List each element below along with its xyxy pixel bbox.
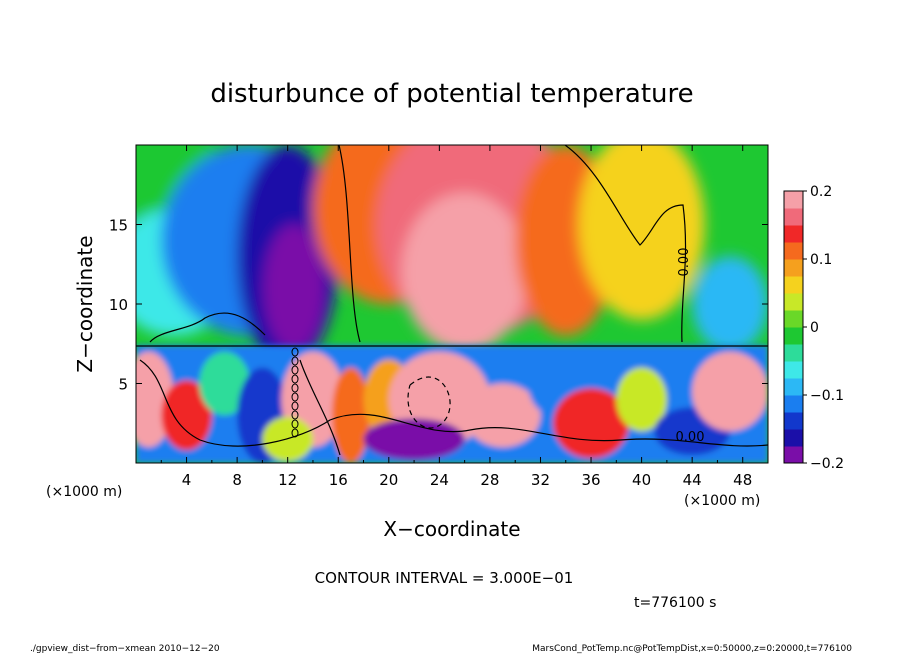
colorbar-tick-label: −0.2 (810, 456, 844, 472)
footer-right: MarsCond_PotTemp.nc@PotTempDist,x=0:5000… (532, 644, 852, 654)
colorbar-segment (784, 378, 803, 396)
colorbar-segment (784, 225, 803, 243)
time-text: t=776100 s (634, 595, 716, 611)
contour-lines (136, 145, 768, 456)
y-tick-label: 5 (118, 376, 128, 394)
colorbar-segment (784, 344, 803, 362)
contour-ring (291, 365, 299, 375)
x-tick-label: 16 (329, 471, 348, 489)
x-tick-label: 44 (683, 471, 702, 489)
colorbar-segment (784, 208, 803, 226)
x-tick-label: 48 (733, 471, 752, 489)
contour-line (338, 145, 361, 343)
contour-interval-text: CONTOUR INTERVAL = 3.000E−01 (315, 569, 574, 587)
field-patch (578, 145, 705, 320)
colorbar-segment (784, 259, 803, 277)
plot-area (136, 145, 768, 463)
colorbar-segment (784, 310, 803, 328)
colorbar-tick-label: 0.2 (810, 184, 832, 200)
field-patch (263, 224, 325, 352)
colorbar-segment (784, 395, 803, 413)
contour-line (407, 376, 451, 429)
footer-left: ./gpview_dist−from−xmean 2010−12−20 (30, 644, 220, 654)
contour-line (564, 145, 687, 343)
y-axis-ticks: 5 10 15 (109, 217, 768, 394)
contour-ring (291, 392, 299, 402)
colorbar-segment (784, 242, 803, 260)
x-tick-label: 24 (430, 471, 449, 489)
field-patch (692, 351, 768, 432)
field-lower-layer (136, 345, 768, 463)
colorbar-segment (784, 412, 803, 430)
contour-ring (291, 374, 299, 384)
x-unit-right: (×1000 m) (684, 493, 760, 509)
x-tick-label: 4 (182, 471, 192, 489)
contour-line (139, 359, 768, 447)
x-axis-label: X−coordinate (383, 517, 520, 541)
x-axis-ticks: 4 8 12 16 20 24 28 32 36 40 44 48 (160, 145, 752, 489)
contour-label-upper: 0.00 (677, 248, 692, 277)
field-patch (363, 418, 465, 460)
colorbar-tick-label: 0.1 (810, 252, 832, 268)
x-tick-label: 28 (480, 471, 499, 489)
contour-ring (291, 419, 299, 429)
x-tick-label: 40 (632, 471, 651, 489)
colorbar-tick-label: 0 (810, 320, 819, 336)
contour-ring (291, 383, 299, 393)
contour-ring (291, 428, 299, 438)
y-axis-label: Z−coordinate (73, 235, 97, 372)
x-tick-label: 8 (232, 471, 242, 489)
contour-ring (291, 401, 299, 411)
colorbar-ticks: 0.2 0.1 0 −0.1 −0.2 (803, 184, 844, 472)
contour-ring (291, 356, 299, 366)
colorbar-segment (784, 191, 803, 209)
colorbar-segment (784, 429, 803, 447)
colorbar-segment (784, 361, 803, 379)
x-unit-left: (×1000 m) (46, 484, 122, 500)
x-tick-label: 36 (581, 471, 600, 489)
colorbar (784, 191, 803, 464)
x-tick-label: 32 (531, 471, 550, 489)
contour-label-lower: 0.00 (676, 430, 705, 445)
colorbar-segment (784, 327, 803, 345)
colorbar-tick-label: −0.1 (810, 388, 844, 404)
colorbar-segment (784, 293, 803, 311)
field-patch (161, 380, 212, 451)
y-tick-label: 10 (109, 296, 128, 314)
contour-ring (291, 410, 299, 420)
contour-ring (291, 347, 299, 357)
colorbar-segment (784, 446, 803, 464)
x-tick-label: 20 (379, 471, 398, 489)
x-tick-label: 12 (278, 471, 297, 489)
field-patch (692, 256, 768, 352)
field-patch (199, 351, 250, 416)
contour-line (299, 359, 341, 456)
contour-line (149, 312, 266, 343)
colorbar-segment (784, 276, 803, 294)
field-patch (401, 192, 528, 352)
y-tick-label: 15 (109, 217, 128, 235)
chart-title: disturbunce of potential temperature (210, 79, 693, 109)
field-patch (464, 383, 541, 448)
field-patch (616, 367, 667, 432)
